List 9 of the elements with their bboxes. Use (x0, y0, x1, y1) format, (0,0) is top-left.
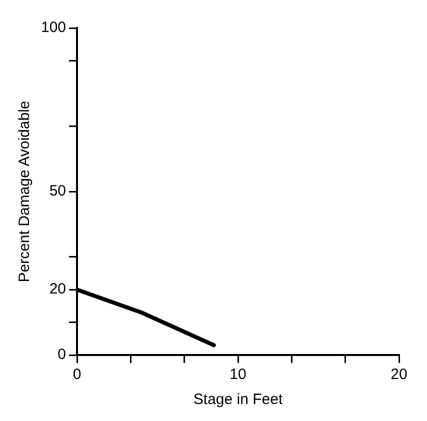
y-tick-label: 50 (49, 182, 66, 200)
y-tick-label: 0 (58, 346, 66, 364)
y-tick-label: 20 (49, 280, 66, 298)
x-axis-title: Stage in Feet (193, 391, 284, 408)
x-tick-label: 0 (72, 366, 82, 384)
x-tick-label: 20 (390, 366, 408, 384)
y-axis-title: Percent Damage Avoidable (16, 100, 34, 282)
x-tick-label: 10 (230, 366, 246, 384)
y-tick-label: 100 (40, 19, 66, 36)
